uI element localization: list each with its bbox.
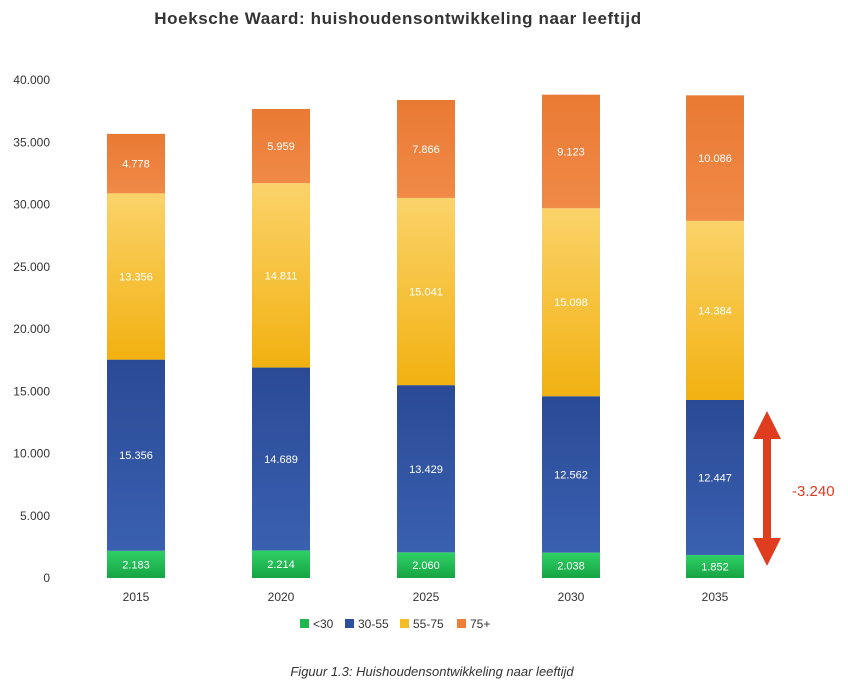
decline-annotation: -3.240 — [753, 411, 835, 566]
bar-segment-2020-2 — [252, 183, 310, 368]
data-label: 2.183 — [122, 559, 150, 571]
data-label: 15.356 — [119, 450, 153, 462]
bar-segment-2015-2 — [107, 193, 165, 360]
data-label: 2.060 — [412, 560, 440, 572]
bar-segment-2030-1 — [542, 396, 600, 553]
legend-label: 55-75 — [413, 617, 444, 631]
y-tick-label: 40.000 — [13, 73, 50, 87]
data-label: 4.778 — [122, 159, 150, 171]
legend-label: <30 — [313, 617, 334, 631]
legend-swatch — [400, 619, 409, 628]
y-tick-label: 35.000 — [13, 135, 50, 149]
x-axis: 2015 2020 2025 2030 2035 — [123, 590, 729, 604]
y-tick-label: 20.000 — [13, 322, 50, 336]
y-axis: 0 5.000 10.000 15.000 20.000 25.000 30.000 35.0… — [13, 73, 50, 585]
y-tick-label: 5.000 — [20, 509, 50, 523]
data-label: 15.041 — [409, 287, 443, 299]
bar-segment-2025-3 — [397, 99, 455, 198]
x-tick-label: 2020 — [268, 590, 295, 604]
data-label: 10.086 — [698, 153, 732, 165]
y-tick-label: 15.000 — [13, 384, 50, 398]
x-tick-label: 2035 — [702, 590, 729, 604]
data-label: 12.447 — [698, 472, 732, 484]
data-label: 14.689 — [264, 454, 298, 466]
data-label: 1.852 — [701, 561, 729, 573]
x-tick-label: 2030 — [558, 590, 585, 604]
bar-segment-2020-1 — [252, 367, 310, 551]
data-label: 13.356 — [119, 271, 153, 283]
data-label: 9.123 — [557, 146, 585, 158]
arrow-down-head — [753, 538, 781, 566]
legend-label: 75+ — [470, 617, 490, 631]
y-tick-label: 25.000 — [13, 260, 50, 274]
legend-swatch — [300, 619, 309, 628]
bar-segment-2020-3 — [252, 108, 310, 184]
chart-title: Hoeksche Waard: huishoudensontwikkeling … — [154, 9, 641, 28]
decline-label: -3.240 — [792, 483, 835, 500]
figure-caption: Figuur 1.3: Huishoudensontwikkeling naar… — [290, 664, 574, 679]
bar-segment-2020-0 — [252, 550, 310, 578]
data-label: 12.562 — [554, 469, 588, 481]
data-label: 7.866 — [412, 144, 440, 156]
bar-segment-2025-2 — [397, 197, 455, 386]
legend-label: 30-55 — [358, 617, 389, 631]
data-label: 2.038 — [557, 560, 585, 572]
legend-swatch — [457, 619, 466, 628]
data-label: 2.214 — [267, 559, 295, 571]
bar-segment-2035-0 — [686, 554, 744, 578]
arrow-up-head — [753, 411, 781, 439]
bars: 2.183 15.356 13.356 4.778 2.214 14.689 14.811 5… — [107, 94, 744, 578]
bar-segment-2030-0 — [542, 552, 600, 578]
y-tick-label: 30.000 — [13, 198, 50, 212]
data-label: 14.811 — [265, 270, 298, 282]
bar-segment-2015-0 — [107, 550, 165, 578]
bar-segment-2035-1 — [686, 399, 744, 555]
legend: <30 30-55 55-75 75+ — [300, 617, 490, 631]
bar-segment-2030-2 — [542, 208, 600, 397]
legend-swatch — [345, 619, 354, 628]
arrow-shaft — [763, 437, 771, 541]
data-label: 15.098 — [554, 297, 588, 309]
bar-segment-2030-3 — [542, 94, 600, 209]
data-label: 13.429 — [409, 464, 443, 476]
bar-segment-2025-1 — [397, 385, 455, 553]
bar-segment-2015-3 — [107, 133, 165, 194]
bar-segment-2035-2 — [686, 220, 744, 400]
y-tick-label: 0 — [43, 571, 50, 585]
bar-segment-2015-1 — [107, 359, 165, 551]
bar-segment-2035-3 — [686, 95, 744, 221]
bar-segment-2025-0 — [397, 552, 455, 578]
x-tick-label: 2025 — [413, 590, 440, 604]
data-label: 5.959 — [267, 141, 295, 153]
y-tick-label: 10.000 — [13, 447, 50, 461]
data-label: 14.384 — [698, 305, 732, 317]
x-tick-label: 2015 — [123, 590, 150, 604]
